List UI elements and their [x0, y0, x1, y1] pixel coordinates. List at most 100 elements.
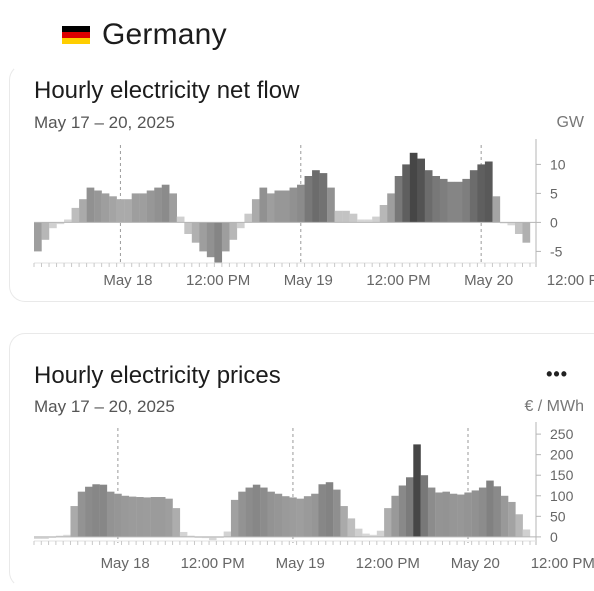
- prices-bar[interactable]: [486, 480, 494, 537]
- prices-bar[interactable]: [303, 496, 312, 537]
- prices-bar[interactable]: [413, 444, 421, 537]
- prices-bar[interactable]: [333, 489, 341, 537]
- netflow-bar[interactable]: [214, 222, 223, 263]
- prices-bar[interactable]: [515, 514, 523, 537]
- netflow-bar[interactable]: [101, 193, 110, 223]
- netflow-bar[interactable]: [184, 222, 193, 234]
- net-flow-chart[interactable]: 10 5 0 -5 May 18 12:00 PM May 19 12:00 PM May 20…: [10, 65, 594, 303]
- netflow-bar[interactable]: [116, 199, 125, 223]
- prices-bar[interactable]: [449, 493, 458, 537]
- netflow-bar[interactable]: [349, 213, 358, 223]
- netflow-bar[interactable]: [462, 178, 471, 223]
- prices-bar[interactable]: [106, 491, 115, 537]
- netflow-bar[interactable]: [402, 164, 410, 223]
- prices-bar[interactable]: [55, 535, 64, 537]
- prices-bar[interactable]: [77, 491, 86, 537]
- prices-bar[interactable]: [347, 518, 356, 537]
- more-options-icon[interactable]: •••: [546, 364, 568, 384]
- prices-bar[interactable]: [282, 496, 290, 537]
- prices-bar[interactable]: [427, 487, 436, 537]
- prices-bar[interactable]: [464, 492, 472, 537]
- prices-bar[interactable]: [508, 501, 516, 537]
- netflow-bar[interactable]: [364, 219, 373, 223]
- netflow-bar[interactable]: [199, 222, 208, 252]
- netflow-bar[interactable]: [161, 184, 170, 223]
- netflow-bar[interactable]: [244, 213, 253, 223]
- netflow-bar[interactable]: [64, 219, 72, 223]
- netflow-bar[interactable]: [387, 193, 395, 223]
- prices-bar[interactable]: [296, 498, 305, 537]
- prices-bar[interactable]: [318, 484, 326, 537]
- netflow-bar[interactable]: [342, 210, 350, 223]
- prices-bar[interactable]: [150, 497, 159, 537]
- netflow-bar[interactable]: [176, 216, 185, 223]
- netflow-bar[interactable]: [304, 176, 313, 223]
- netflow-bar[interactable]: [417, 158, 425, 223]
- prices-bar[interactable]: [493, 486, 502, 537]
- netflow-bar[interactable]: [124, 199, 132, 223]
- prices-bar[interactable]: [165, 498, 173, 537]
- prices-bar[interactable]: [471, 490, 480, 537]
- prices-bar[interactable]: [230, 499, 239, 537]
- netflow-bar[interactable]: [71, 207, 80, 223]
- prices-bar[interactable]: [362, 533, 370, 537]
- prices-bar[interactable]: [201, 536, 210, 539]
- prices-bar[interactable]: [406, 477, 414, 537]
- prices-bar[interactable]: [63, 534, 71, 537]
- prices-bar[interactable]: [252, 484, 261, 537]
- netflow-bar[interactable]: [319, 173, 328, 223]
- netflow-bar[interactable]: [334, 210, 343, 223]
- netflow-bar[interactable]: [221, 222, 230, 252]
- netflow-bar[interactable]: [86, 187, 95, 223]
- prices-bar[interactable]: [311, 493, 319, 537]
- netflow-bar[interactable]: [424, 170, 433, 223]
- prices-bar[interactable]: [420, 475, 429, 537]
- netflow-bar[interactable]: [236, 222, 245, 229]
- prices-bar[interactable]: [223, 531, 232, 537]
- net-flow-card[interactable]: Hourly electricity net flow May 17 – 20,…: [9, 64, 594, 302]
- prices-card[interactable]: Hourly electricity prices May 17 – 20, 2…: [9, 333, 594, 588]
- netflow-bar[interactable]: [41, 222, 50, 240]
- prices-bar[interactable]: [325, 482, 334, 537]
- netflow-bar[interactable]: [379, 205, 388, 223]
- prices-bar[interactable]: [34, 536, 42, 539]
- prices-bar[interactable]: [478, 487, 487, 537]
- netflow-bar[interactable]: [139, 193, 147, 223]
- prices-bar[interactable]: [121, 495, 130, 537]
- netflow-bar[interactable]: [522, 222, 531, 243]
- prices-bar[interactable]: [238, 491, 246, 537]
- netflow-bar[interactable]: [79, 199, 87, 223]
- prices-bar[interactable]: [340, 506, 348, 537]
- netflow-bar[interactable]: [484, 161, 493, 223]
- prices-bar[interactable]: [245, 487, 254, 537]
- netflow-bar[interactable]: [454, 181, 463, 223]
- netflow-bar[interactable]: [312, 170, 320, 223]
- prices-bar[interactable]: [500, 495, 509, 537]
- prices-bar[interactable]: [143, 497, 151, 537]
- prices-bar[interactable]: [128, 496, 137, 537]
- netflow-bar[interactable]: [432, 176, 441, 223]
- netflow-bar[interactable]: [169, 193, 177, 223]
- netflow-bar[interactable]: [131, 193, 140, 223]
- prices-bar[interactable]: [384, 508, 392, 537]
- netflow-bar[interactable]: [94, 190, 102, 223]
- netflow-bar[interactable]: [191, 222, 200, 243]
- prices-bar[interactable]: [391, 495, 399, 537]
- netflow-bar[interactable]: [394, 176, 403, 223]
- netflow-bar[interactable]: [56, 222, 65, 225]
- prices-bar[interactable]: [442, 491, 450, 537]
- netflow-bar[interactable]: [206, 222, 215, 258]
- netflow-bar[interactable]: [274, 190, 283, 223]
- netflow-bar[interactable]: [146, 190, 155, 223]
- prices-bar[interactable]: [92, 484, 100, 537]
- prices-bar[interactable]: [435, 492, 443, 537]
- prices-bar[interactable]: [158, 497, 166, 537]
- netflow-bar[interactable]: [34, 222, 42, 252]
- prices-chart[interactable]: 250 200 150 100 50 0 May 18 12:00 PM May 19 12:00…: [10, 334, 594, 589]
- prices-bar[interactable]: [369, 534, 378, 537]
- prices-bar[interactable]: [398, 485, 407, 537]
- prices-bar[interactable]: [354, 528, 363, 537]
- prices-bar[interactable]: [216, 536, 224, 538]
- netflow-bar[interactable]: [409, 152, 418, 223]
- prices-bar[interactable]: [172, 508, 181, 537]
